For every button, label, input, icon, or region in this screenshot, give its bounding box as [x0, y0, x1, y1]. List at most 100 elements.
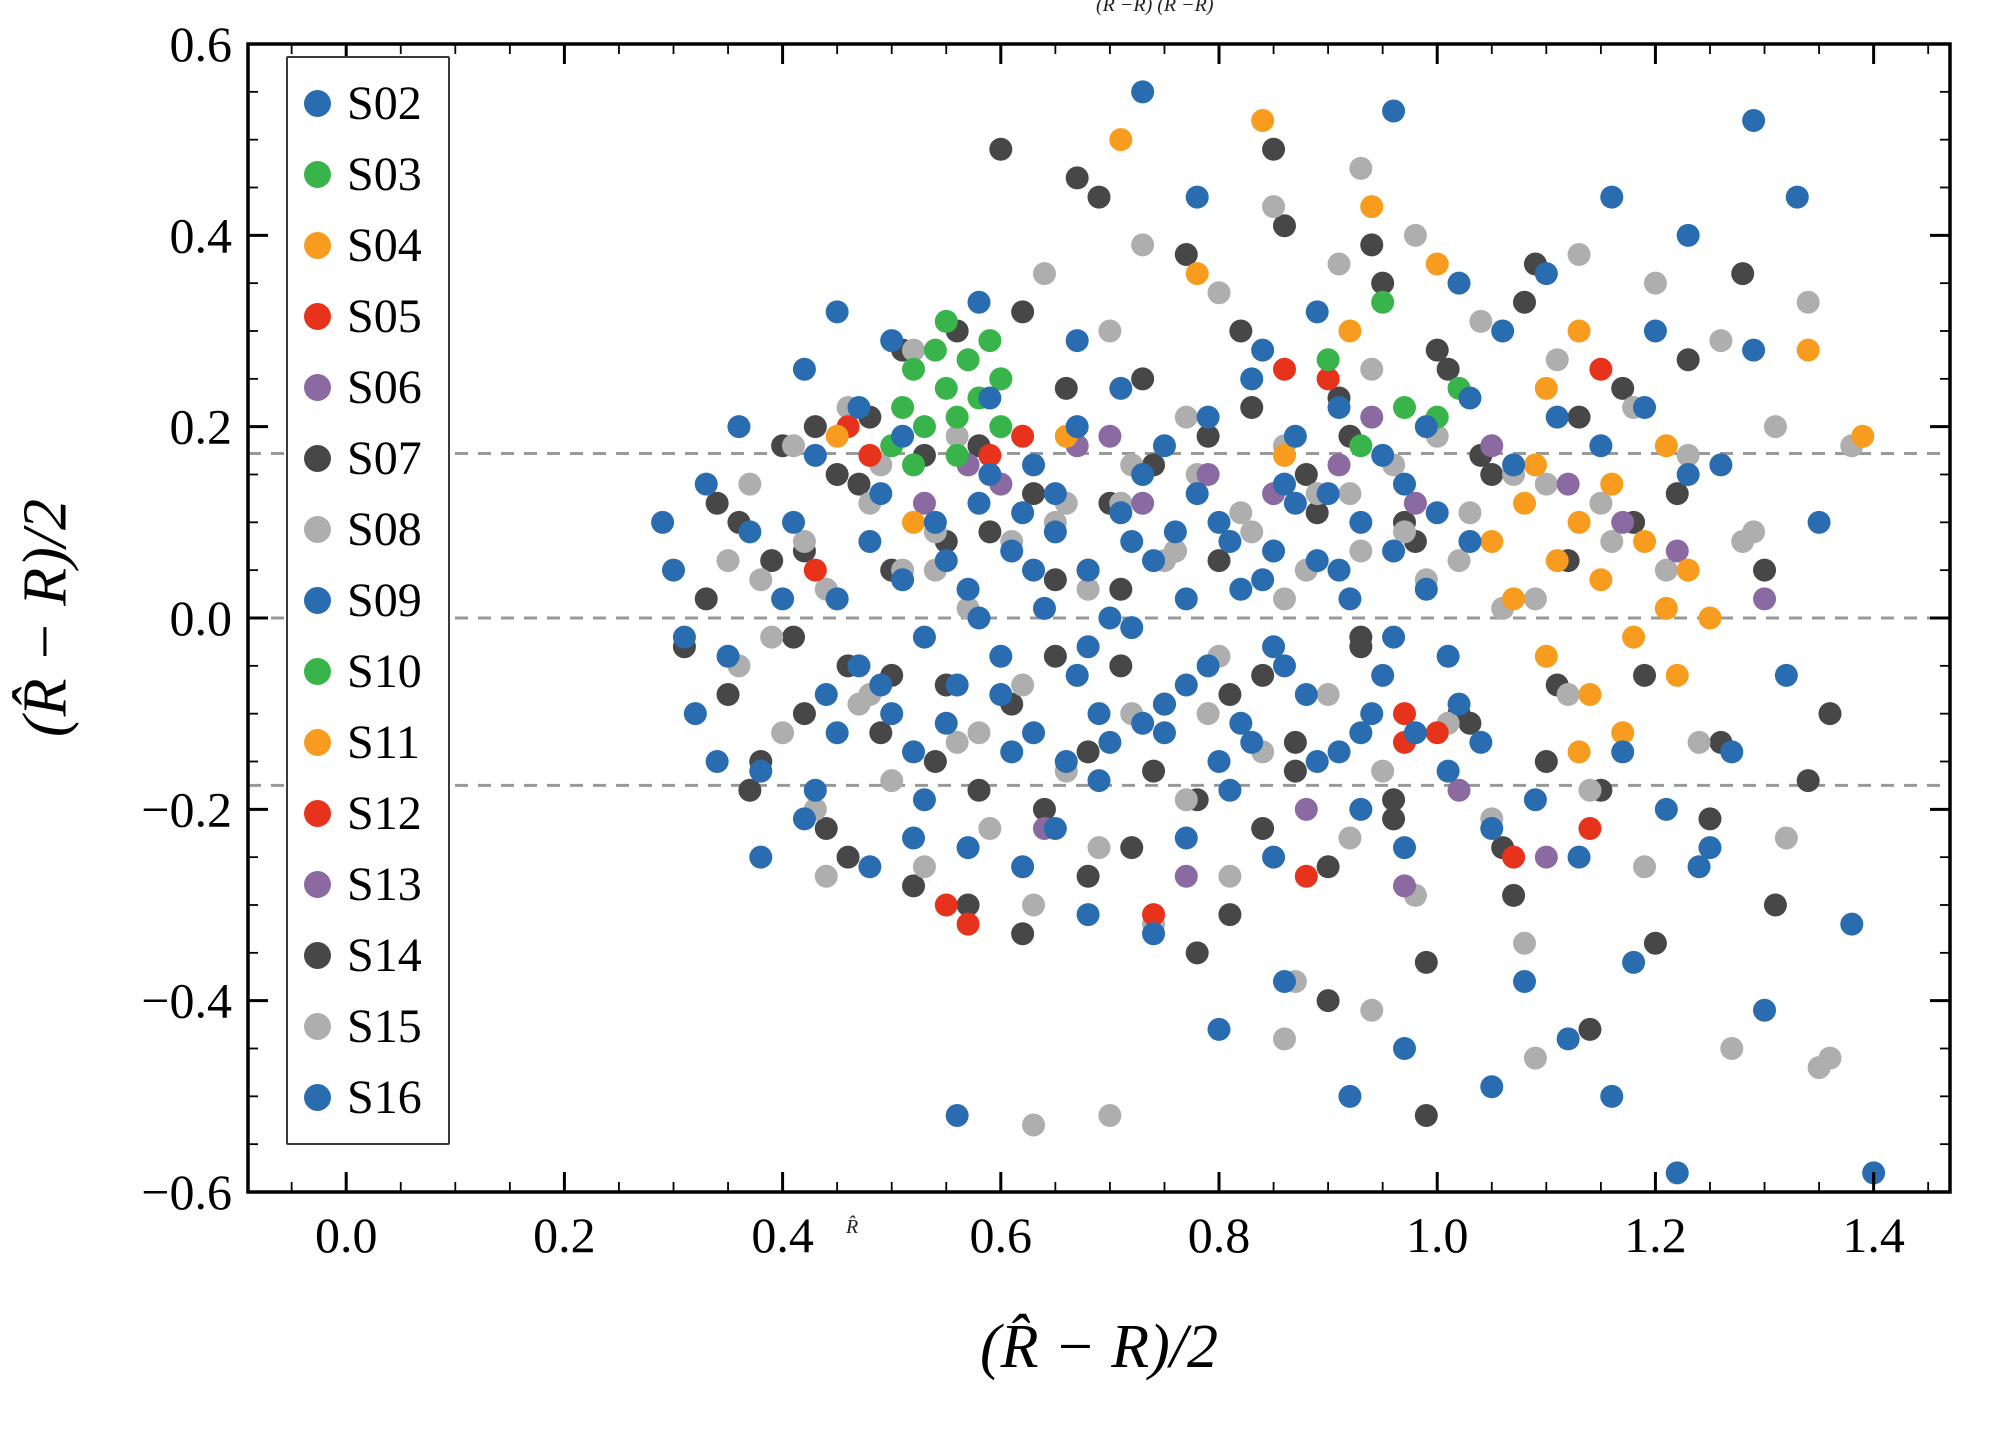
- scatter-point: [1665, 482, 1689, 506]
- scatter-point: [1349, 797, 1373, 821]
- y-tick-label: −0.2: [141, 781, 232, 837]
- scatter-point: [1709, 453, 1733, 477]
- scatter-point: [1316, 482, 1340, 506]
- scatter-point: [1065, 166, 1089, 190]
- scatter-point: [771, 587, 795, 611]
- scatter-point: [1469, 309, 1493, 333]
- scatter-point: [1032, 262, 1056, 286]
- scatter-point: [749, 845, 773, 869]
- scatter-point: [989, 415, 1013, 439]
- scatter-point: [792, 529, 816, 553]
- scatter-point: [1032, 797, 1056, 821]
- scatter-point: [978, 463, 1002, 486]
- scatter-point: [880, 702, 904, 726]
- scatter-point: [1643, 319, 1667, 343]
- scatter-point: [1403, 491, 1427, 515]
- scatter-point: [1633, 855, 1657, 879]
- legend-item: S09: [304, 565, 422, 636]
- scatter-point: [1218, 683, 1242, 707]
- scatter-point: [1458, 529, 1482, 553]
- scatter-point: [989, 683, 1013, 707]
- scatter-point: [902, 453, 926, 477]
- x-tick-label: 0.4: [751, 1207, 814, 1263]
- legend-marker-icon: [304, 942, 331, 969]
- scatter-point: [1327, 740, 1351, 764]
- scatter-point: [1360, 233, 1384, 257]
- legend-marker-icon: [304, 90, 331, 117]
- scatter-point: [1502, 883, 1526, 907]
- y-tick-label: 0.0: [170, 590, 233, 646]
- scatter-point: [1545, 549, 1569, 573]
- y-tick-label: 0.2: [170, 399, 233, 455]
- scatter-point: [1502, 453, 1526, 477]
- scatter-point: [1851, 424, 1875, 448]
- scatter-point: [1174, 405, 1198, 429]
- scatter-point: [847, 396, 871, 420]
- scatter-point: [1742, 338, 1766, 362]
- scatter-point: [1371, 663, 1395, 687]
- scatter-point: [803, 443, 827, 467]
- scatter-point: [847, 654, 871, 678]
- scatter-point: [814, 816, 838, 840]
- scatter-point: [1327, 252, 1351, 276]
- scatter-point: [1633, 663, 1657, 687]
- scatter-point: [1098, 1103, 1122, 1127]
- scatter-point: [1240, 730, 1264, 754]
- scatter-point: [1567, 740, 1591, 764]
- scatter-point: [1447, 778, 1471, 802]
- scatter-point: [956, 912, 980, 936]
- scatter-point: [1523, 587, 1547, 611]
- scatter-point: [1272, 1027, 1296, 1051]
- scatter-point: [1480, 463, 1504, 486]
- scatter-point: [1262, 195, 1286, 219]
- scatter-point: [1403, 721, 1427, 745]
- scatter-point: [902, 740, 926, 764]
- scatter-point: [945, 405, 969, 429]
- scatter-point: [727, 415, 751, 439]
- scatter-point: [814, 683, 838, 707]
- legend-item: S14: [304, 920, 422, 991]
- legend-label: S16: [347, 1070, 422, 1124]
- y-tick-label: −0.4: [141, 973, 232, 1029]
- scatter-point: [1371, 290, 1395, 314]
- scatter-point: [1229, 501, 1253, 525]
- scatter-point: [1731, 262, 1755, 286]
- scatter-point: [1174, 864, 1198, 888]
- scatter-point: [1371, 759, 1395, 783]
- scatter-point: [1174, 587, 1198, 611]
- scatter-point: [1556, 683, 1580, 707]
- scatter-point: [1654, 797, 1678, 821]
- scatter-point: [1534, 262, 1558, 286]
- scatter-point: [716, 549, 740, 573]
- scatter-point: [1600, 529, 1624, 553]
- scatter-point: [1796, 769, 1820, 793]
- scatter-point: [1469, 730, 1493, 754]
- scatter-point: [1513, 970, 1536, 994]
- scatter-point: [1436, 644, 1460, 668]
- scatter-point: [989, 367, 1013, 391]
- scatter-point: [1480, 529, 1504, 553]
- y-tick-label: 0.4: [170, 207, 233, 263]
- scatter-point: [1534, 472, 1558, 496]
- scatter-point: [1360, 405, 1384, 429]
- scatter-point: [934, 376, 958, 400]
- scatter-point: [1283, 759, 1307, 783]
- scatter-point: [1458, 501, 1482, 525]
- scatter-point: [1600, 472, 1624, 496]
- legend-marker-icon: [304, 445, 331, 472]
- legend-item: S15: [304, 991, 422, 1062]
- scatter-point: [1098, 606, 1122, 630]
- scatter-point: [1349, 434, 1373, 458]
- scatter-point: [792, 807, 816, 831]
- scatter-point: [1338, 587, 1362, 611]
- scatter-point: [782, 510, 806, 534]
- scatter-point: [1371, 271, 1395, 295]
- scatter-point: [760, 625, 784, 649]
- scatter-point: [1196, 424, 1220, 448]
- scatter-point: [912, 491, 936, 515]
- scatter-point: [1633, 396, 1657, 420]
- scatter-point: [989, 137, 1013, 161]
- legend-item: S07: [304, 423, 422, 494]
- scatter-point: [1567, 319, 1591, 343]
